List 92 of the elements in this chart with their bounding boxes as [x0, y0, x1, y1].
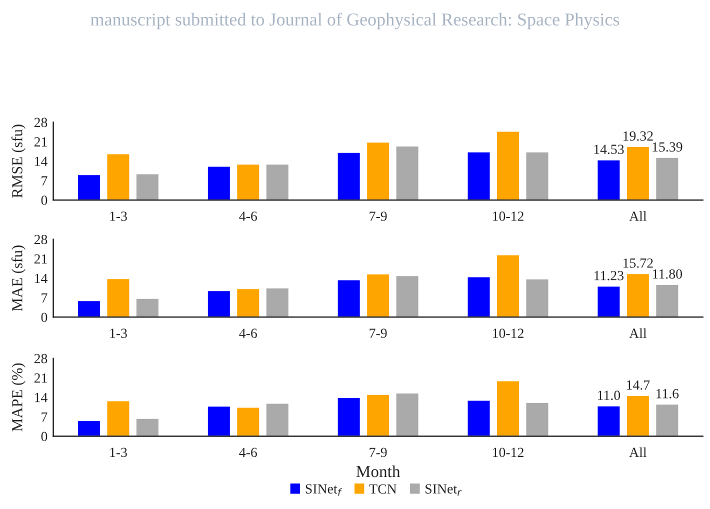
bar	[466, 399, 492, 436]
y-axis-title: MAPE (%)	[12, 363, 26, 432]
bar	[496, 254, 520, 318]
y-tick-label: 28	[34, 118, 48, 128]
data-label: 15.72	[624, 258, 653, 268]
x-tick-label: 7-9	[370, 448, 387, 458]
bar	[394, 145, 420, 200]
y-tick-label: 14	[35, 274, 48, 283]
data-label: 15.39	[652, 142, 682, 152]
bar	[135, 417, 160, 436]
bar	[106, 152, 131, 200]
y-tick-label: 7	[42, 412, 48, 422]
bar	[76, 420, 102, 436]
bar	[336, 278, 362, 318]
bar	[596, 404, 622, 436]
x-tick-label: All	[629, 447, 647, 457]
bar	[394, 392, 420, 436]
x-tick-label: 10-12	[493, 212, 524, 221]
bar	[135, 172, 160, 200]
chart-title: manuscript submitted to Journal of Geophysical Research: Space Physics	[90, 12, 620, 30]
bar	[626, 272, 650, 318]
y-tick-label: 7	[42, 293, 48, 302]
bar	[466, 276, 492, 318]
bar	[206, 165, 232, 200]
x-tick-label: 1-3	[110, 212, 127, 221]
x-tick-label: All	[629, 328, 647, 338]
bar	[135, 298, 160, 318]
bar	[366, 141, 390, 200]
x-axis-title: Month	[356, 465, 400, 478]
bar	[654, 156, 680, 200]
bar	[654, 284, 680, 318]
y-tick-label: 14	[35, 392, 48, 402]
bar	[336, 152, 362, 200]
data-label: 14.7	[627, 380, 650, 390]
y-axis-title: RMSE (sfu)	[11, 124, 26, 198]
bar	[524, 402, 550, 436]
y-tick-label: 0	[41, 312, 48, 322]
x-tick-label: All	[629, 211, 647, 221]
legend-label: SINet$_{r}$	[426, 484, 462, 496]
bar	[596, 285, 622, 318]
bar	[466, 150, 492, 200]
x-tick-label: 1-3	[110, 448, 127, 458]
bar	[76, 174, 102, 200]
data-label: 11.6	[656, 389, 679, 398]
bar	[236, 288, 261, 318]
x-tick-label: 7-9	[370, 212, 387, 221]
bar	[106, 278, 131, 318]
data-label: 11.23	[594, 270, 624, 280]
x-tick-label: 10-12	[493, 328, 524, 338]
bar	[264, 286, 290, 318]
data-label: 11.0	[598, 390, 620, 400]
y-tick-label: 0	[41, 196, 48, 205]
data-label: 14.53	[594, 144, 624, 154]
bar	[496, 130, 520, 200]
bar	[524, 150, 550, 200]
bar	[626, 146, 650, 200]
data-label: 11.80	[653, 269, 682, 279]
x-tick-label: 4-6	[239, 212, 257, 221]
x-tick-label: 4-6	[239, 448, 257, 458]
x-tick-label: 1-3	[110, 328, 127, 338]
bar	[206, 290, 232, 318]
bar	[596, 158, 622, 200]
bar	[524, 278, 550, 318]
legend-label: SINet$_{f}$	[306, 484, 342, 496]
bar	[336, 396, 362, 436]
y-tick-label: 7	[42, 176, 48, 186]
bar	[236, 163, 261, 200]
bar	[496, 380, 520, 436]
bar	[264, 402, 290, 436]
bar	[626, 394, 650, 436]
bar	[366, 273, 390, 318]
bar	[106, 400, 131, 436]
y-axis-title: MAE (sfu)	[11, 246, 26, 312]
y-tick-label: 21	[34, 137, 47, 146]
y-tick-label: 0	[41, 432, 48, 442]
bar	[366, 394, 390, 436]
y-tick-label: 14	[35, 156, 48, 166]
x-tick-label: 10-12	[493, 448, 524, 458]
data-label: 19.32	[624, 131, 653, 141]
bar	[76, 300, 102, 318]
y-tick-label: 21	[34, 254, 47, 264]
x-tick-label: 7-9	[370, 328, 387, 338]
bar	[236, 406, 261, 436]
legend-label: TCN	[369, 484, 397, 494]
y-tick-label: 28	[34, 234, 48, 244]
bar	[394, 274, 420, 318]
bar	[264, 163, 290, 200]
bar	[206, 405, 232, 436]
x-tick-label: 4-6	[239, 328, 257, 338]
y-tick-label: 28	[34, 354, 48, 364]
y-tick-label: 21	[34, 373, 47, 383]
bar	[654, 403, 680, 436]
